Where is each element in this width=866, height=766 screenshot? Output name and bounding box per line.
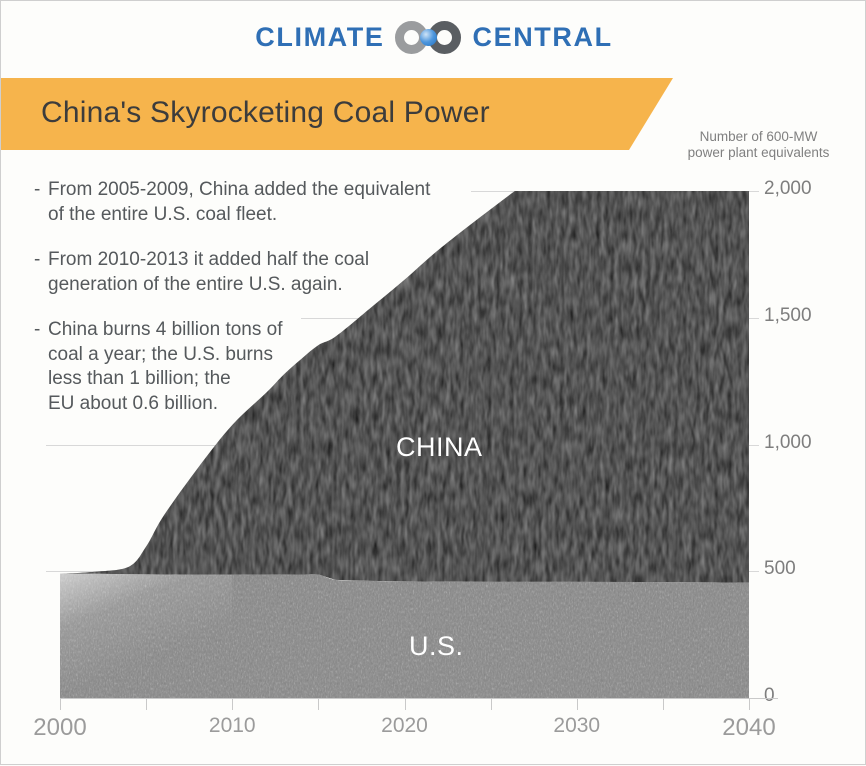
- bullet-line: coal a year; the U.S. burns: [48, 343, 273, 365]
- climate-central-logo: CLIMATE CENTRAL: [255, 20, 613, 54]
- bullet-text: From 2005-2009, China added the equivale…: [48, 178, 484, 227]
- y-axis-label: 1,000: [764, 432, 812, 453]
- bullet-dash: -: [34, 179, 41, 200]
- bullet-dash: -: [34, 319, 41, 340]
- bullet-line: EU about 0.6 billion.: [48, 392, 219, 414]
- bullet-text: From 2010-2013 it added half the coal ge…: [48, 248, 484, 297]
- x-axis-tick: [405, 699, 406, 710]
- x-axis-tick: [146, 699, 147, 710]
- ring-center-dot-icon: [420, 28, 438, 46]
- brand-header: CLIMATE CENTRAL: [1, 1, 866, 73]
- bullet-dash: -: [34, 249, 41, 270]
- x-axis-line: [60, 698, 778, 699]
- title-banner: [1, 78, 673, 150]
- x-axis-tick: [232, 699, 233, 710]
- y-axis-caption-line1: Number of 600-MW: [699, 129, 818, 144]
- x-axis-tick: [318, 699, 319, 710]
- y-axis-label: 500: [764, 558, 796, 579]
- bullet-line: generation of the entire U.S. again.: [48, 273, 343, 295]
- series-label-us: U.S.: [409, 631, 464, 661]
- us-area-highlight: [60, 573, 233, 698]
- x-axis-tick: [60, 699, 61, 710]
- bullet-item: - From 2010-2013 it added half the coal …: [34, 248, 484, 297]
- bullet-line: From 2010-2013 it added half the coal: [48, 249, 370, 270]
- bullet-line: less than 1 billion; the: [48, 368, 231, 389]
- y-axis-label: 0: [764, 685, 775, 706]
- x-axis-label: 2010: [208, 714, 256, 737]
- x-axis-tick: [749, 699, 750, 710]
- brand-word-right: CENTRAL: [472, 21, 613, 52]
- y-axis-label: 2,000: [764, 178, 812, 199]
- x-axis-label: 2000: [33, 714, 87, 741]
- x-axis-tick: [491, 699, 492, 710]
- page-title: China's Skyrocketing Coal Power: [41, 96, 490, 129]
- bullet-line: From 2005-2009, China added the equivale…: [48, 179, 431, 200]
- x-axis-tick: [663, 699, 664, 710]
- x-axis-label: 2030: [553, 714, 601, 737]
- bullet-text: China burns 4 billion tons of coal a yea…: [48, 318, 338, 416]
- bullet-line: China burns 4 billion tons of: [48, 319, 283, 340]
- y-axis-caption: Number of 600-MW power plant equivalents: [656, 129, 861, 161]
- brand-word-left: CLIMATE: [255, 21, 385, 52]
- bullet-item: - China burns 4 billion tons of coal a y…: [34, 318, 484, 416]
- bullet-item: - From 2005-2009, China added the equiva…: [34, 178, 484, 227]
- bullet-list: - From 2005-2009, China added the equiva…: [34, 178, 484, 437]
- interlocking-rings-icon: [395, 20, 462, 54]
- x-axis-label: 2020: [381, 714, 428, 737]
- y-axis-caption-line2: power plant equivalents: [687, 145, 830, 160]
- y-axis-label: 1,500: [764, 305, 812, 326]
- x-axis-tick: [577, 699, 578, 710]
- gridline: [46, 571, 759, 572]
- x-axis-label: 2040: [722, 714, 776, 741]
- gridline: [46, 445, 759, 446]
- gridline: [471, 191, 759, 192]
- us-area-path: [60, 573, 749, 698]
- bullet-line: of the entire U.S. coal fleet.: [48, 203, 278, 225]
